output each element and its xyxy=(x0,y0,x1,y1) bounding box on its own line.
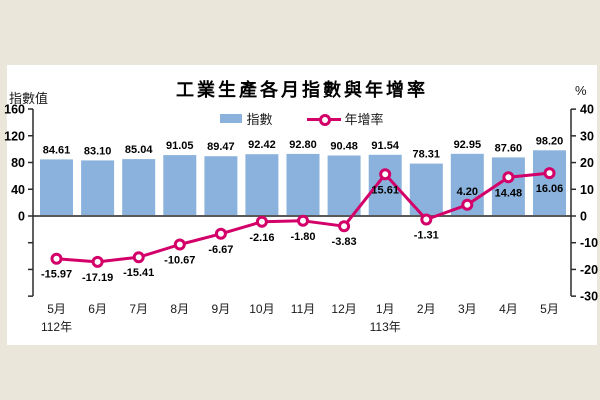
x-axis-month-label: 8月 xyxy=(170,302,189,316)
line-marker xyxy=(420,213,433,226)
x-axis-year-label: 113年 xyxy=(370,320,401,334)
line-marker xyxy=(173,238,186,251)
bar xyxy=(286,153,320,216)
x-axis-month-label: 10月 xyxy=(249,302,274,316)
line-value-label: -15.41 xyxy=(123,267,154,279)
bar xyxy=(245,154,279,216)
right-axis-tick-label: 30 xyxy=(580,129,594,143)
bar-series-swatch-icon xyxy=(220,114,243,123)
bar-value-label: 90.48 xyxy=(330,140,358,152)
x-axis-year-label: 112年 xyxy=(41,320,72,334)
line-value-label: -17.19 xyxy=(82,272,113,284)
line-marker xyxy=(132,251,145,264)
line-value-label: -10.67 xyxy=(164,255,195,267)
x-axis-month-label: 12月 xyxy=(331,302,356,316)
line-value-label: -6.67 xyxy=(208,244,233,256)
legend: 指數 年增率 xyxy=(7,109,597,128)
line-value-label: -1.80 xyxy=(290,231,315,243)
bar xyxy=(491,157,525,216)
x-axis-month-label: 5月 xyxy=(540,302,559,316)
x-axis-month-label: 4月 xyxy=(499,302,518,316)
line-value-label: 16.06 xyxy=(536,183,564,195)
x-axis-month-label: 7月 xyxy=(129,302,148,316)
right-axis-tick-label: 40 xyxy=(580,103,594,117)
bar-value-label: 85.04 xyxy=(125,144,153,156)
line-marker xyxy=(297,214,309,227)
bar-value-label: 87.60 xyxy=(495,142,523,154)
bar-value-label: 78.31 xyxy=(412,149,440,161)
x-axis-month-label: 9月 xyxy=(212,302,231,316)
x-axis-month-label: 5月 xyxy=(47,302,66,316)
legend-item-index: 指數 xyxy=(220,109,273,128)
bar-value-label: 91.54 xyxy=(371,140,399,152)
right-axis-unit-label: % xyxy=(575,83,587,98)
chart-title: 工業生產各月指數與年增率 xyxy=(176,80,428,100)
bar xyxy=(204,156,238,216)
x-axis-month-label: 11月 xyxy=(291,302,315,316)
bar xyxy=(327,155,361,216)
line-marker xyxy=(461,198,474,211)
right-axis-tick-label: -20 xyxy=(580,263,598,277)
left-axis-tick-label: 160 xyxy=(4,103,25,117)
x-axis-month-label: 2月 xyxy=(417,302,436,316)
bar-value-label: 91.05 xyxy=(166,140,194,152)
line-marker xyxy=(379,168,392,181)
line-value-label: 4.20 xyxy=(457,186,478,198)
line-value-label: -3.83 xyxy=(332,236,357,248)
bar xyxy=(163,155,197,216)
line-marker xyxy=(214,227,227,240)
bar-value-label: 98.20 xyxy=(536,135,564,147)
bar xyxy=(40,159,73,216)
left-axis-tick-label: 120 xyxy=(4,129,25,143)
bar-value-label: 84.61 xyxy=(43,144,71,156)
line-marker xyxy=(502,171,515,184)
line-marker xyxy=(50,252,63,265)
line-series-marker-icon xyxy=(306,113,341,126)
bar-value-label: 89.47 xyxy=(207,141,235,153)
line-marker xyxy=(91,255,104,268)
left-axis-tick-label: 0 xyxy=(18,210,25,224)
legend-label-growth: 年增率 xyxy=(344,112,384,127)
line-value-label: -15.97 xyxy=(41,269,72,281)
bar-value-label: 92.95 xyxy=(454,139,482,151)
bar-value-label: 92.80 xyxy=(289,139,317,151)
right-axis-tick-label: -30 xyxy=(580,290,598,304)
bar xyxy=(533,150,566,216)
line-value-label: 15.61 xyxy=(371,184,399,196)
line-value-label: -1.31 xyxy=(414,230,439,242)
line-marker xyxy=(255,215,268,228)
line-marker xyxy=(338,220,351,233)
line-marker xyxy=(543,167,556,180)
bar-value-label: 92.42 xyxy=(248,139,276,151)
right-axis-tick-label: 20 xyxy=(580,156,594,170)
line-value-label: 14.48 xyxy=(495,187,523,199)
x-axis-month-label: 1月 xyxy=(376,302,395,316)
bar xyxy=(81,160,115,216)
line-value-label: -2.16 xyxy=(249,232,274,244)
right-axis-tick-label: 10 xyxy=(580,183,594,197)
left-axis-tick-label: 40 xyxy=(11,183,25,197)
x-axis-month-label: 6月 xyxy=(88,302,107,316)
legend-item-growth: 年增率 xyxy=(306,109,384,128)
bar xyxy=(122,159,156,216)
left-axis-tick-label: 80 xyxy=(11,156,25,170)
x-axis-month-label: 3月 xyxy=(458,302,477,316)
right-axis-tick-label: -10 xyxy=(580,236,598,250)
left-axis-unit-label: 指數值 xyxy=(9,91,49,106)
bar-value-label: 83.10 xyxy=(84,145,112,157)
legend-label-index: 指數 xyxy=(246,112,273,127)
right-axis-tick-label: 0 xyxy=(580,210,587,224)
